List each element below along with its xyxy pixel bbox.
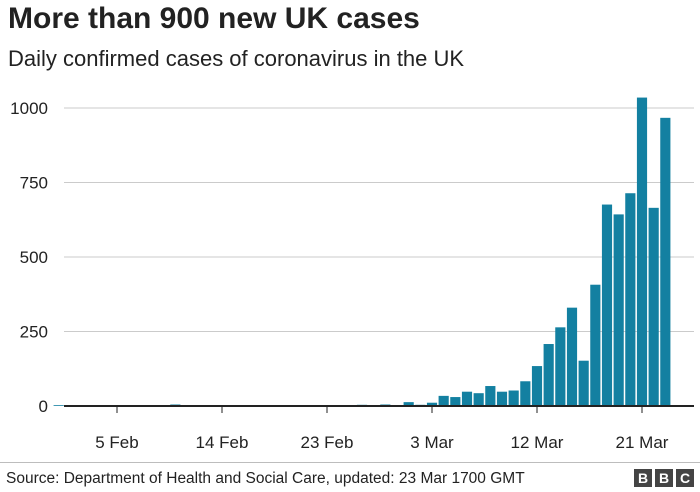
bbc-logo: B B C — [634, 469, 694, 487]
bbc-logo-letter: C — [676, 469, 694, 487]
bar — [520, 381, 531, 406]
y-tick-label: 1000 — [10, 99, 48, 118]
bar — [590, 284, 601, 406]
bars — [53, 97, 671, 406]
bar-chart: 0 250 500 750 1000 5 Feb 14 Feb 23 Feb 3 Mar 12 M… — [10, 97, 694, 452]
y-tick-label: 0 — [39, 397, 48, 416]
bar — [648, 207, 659, 406]
chart-title: More than 900 new UK cases — [8, 2, 420, 35]
source-note: Source: Department of Health and Social … — [6, 470, 525, 487]
footer-divider — [0, 462, 700, 463]
x-tick-label: 14 Feb — [196, 433, 249, 452]
chart-subtitle: Daily confirmed cases of coronavirus in … — [8, 46, 465, 71]
y-tick-label: 250 — [20, 323, 48, 342]
bar — [543, 344, 554, 406]
bar — [566, 307, 578, 406]
bar — [578, 360, 589, 406]
bar — [555, 327, 566, 406]
bar — [403, 402, 414, 406]
x-tick-label: 12 Mar — [511, 433, 564, 452]
bar — [613, 214, 624, 406]
bar — [601, 204, 613, 406]
bar — [660, 117, 671, 406]
x-tick-label: 21 Mar — [616, 433, 669, 452]
bar — [496, 391, 508, 406]
x-tick-label: 23 Feb — [301, 433, 354, 452]
bbc-logo-letter: B — [655, 469, 673, 487]
x-tick-label: 3 Mar — [410, 433, 454, 452]
bar — [531, 366, 543, 406]
y-tick-label: 500 — [20, 248, 48, 267]
bar — [450, 397, 461, 406]
bar — [461, 391, 473, 406]
y-tick-label: 750 — [20, 174, 48, 193]
x-tick-label: 5 Feb — [95, 433, 138, 452]
bar — [473, 393, 484, 406]
bar — [438, 395, 449, 406]
bbc-logo-letter: B — [634, 469, 652, 487]
bar — [426, 402, 438, 406]
bar — [636, 97, 648, 406]
axes: 0 250 500 750 1000 5 Feb 14 Feb 23 Feb 3 Mar 12 M… — [10, 99, 694, 452]
bar — [508, 390, 519, 406]
gridlines — [64, 107, 694, 332]
bar — [53, 405, 64, 406]
bar — [625, 193, 636, 406]
bar — [485, 386, 496, 406]
